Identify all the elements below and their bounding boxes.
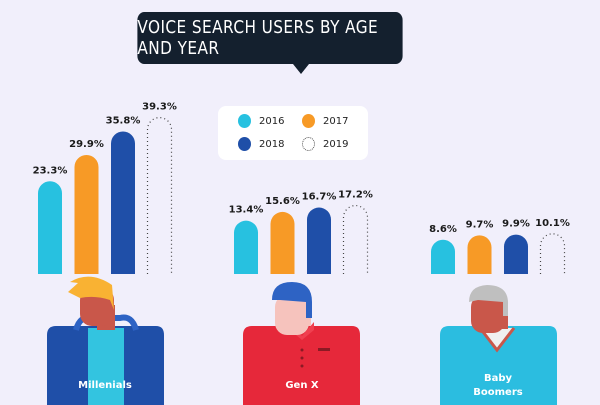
data-label: 17.2%	[338, 190, 373, 201]
baby-boomer-figure	[440, 285, 557, 405]
legend-swatch-2017	[302, 114, 315, 128]
legend-label: 2018	[259, 138, 285, 150]
bar-millenials-2019	[146, 116, 173, 274]
genx-figure	[243, 282, 360, 405]
legend-item-2019: 2019	[302, 137, 348, 151]
bar-millenials-2017	[74, 154, 99, 274]
group-label-genx: Gen X	[285, 380, 319, 391]
legend-label: 2017	[323, 115, 349, 127]
data-label: 9.7%	[466, 219, 494, 230]
bar-millenials-2016	[38, 181, 62, 274]
data-label: 35.8%	[106, 116, 141, 127]
legend-item-2017: 2017	[302, 114, 348, 128]
data-label: 23.3%	[33, 165, 68, 176]
group-label-baby: Baby	[484, 373, 513, 384]
legend: 2016 2017 2018 2019	[218, 106, 368, 160]
group-label-millenials: Millenials	[78, 380, 132, 391]
legend-swatch-2016	[238, 114, 251, 128]
data-label: 13.4%	[229, 205, 264, 216]
data-label: 16.7%	[302, 192, 337, 203]
bar-gen-x-2017	[270, 211, 295, 274]
bar-baby-boomers-2019	[539, 233, 566, 274]
group-label-boomers: Boomers	[473, 387, 522, 398]
legend-swatch-2019	[302, 137, 315, 151]
data-label: 10.1%	[535, 218, 570, 229]
bar-baby-boomers-2016	[431, 239, 455, 274]
title-pointer	[293, 64, 309, 74]
bar-gen-x-2018	[307, 207, 331, 274]
data-label: 39.3%	[142, 102, 177, 113]
data-label: 8.6%	[429, 224, 457, 235]
data-label: 15.6%	[265, 196, 300, 207]
bar-baby-boomers-2018	[504, 234, 528, 274]
legend-label: 2019	[323, 138, 349, 150]
millenial-figure	[47, 276, 164, 405]
legend-label: 2016	[259, 115, 285, 127]
bar-gen-x-2019	[342, 204, 369, 274]
legend-swatch-2018	[238, 137, 251, 151]
legend-item-2018: 2018	[238, 137, 284, 151]
bar-gen-x-2016	[234, 220, 258, 274]
data-label: 9.9%	[502, 219, 530, 230]
bar-millenials-2018	[111, 131, 135, 274]
data-label: 29.9%	[69, 139, 104, 150]
legend-item-2016: 2016	[238, 114, 284, 128]
chart-title: VOICE SEARCH USERS BY AGE AND YEAR	[137, 12, 403, 64]
bar-baby-boomers-2017	[467, 235, 492, 274]
